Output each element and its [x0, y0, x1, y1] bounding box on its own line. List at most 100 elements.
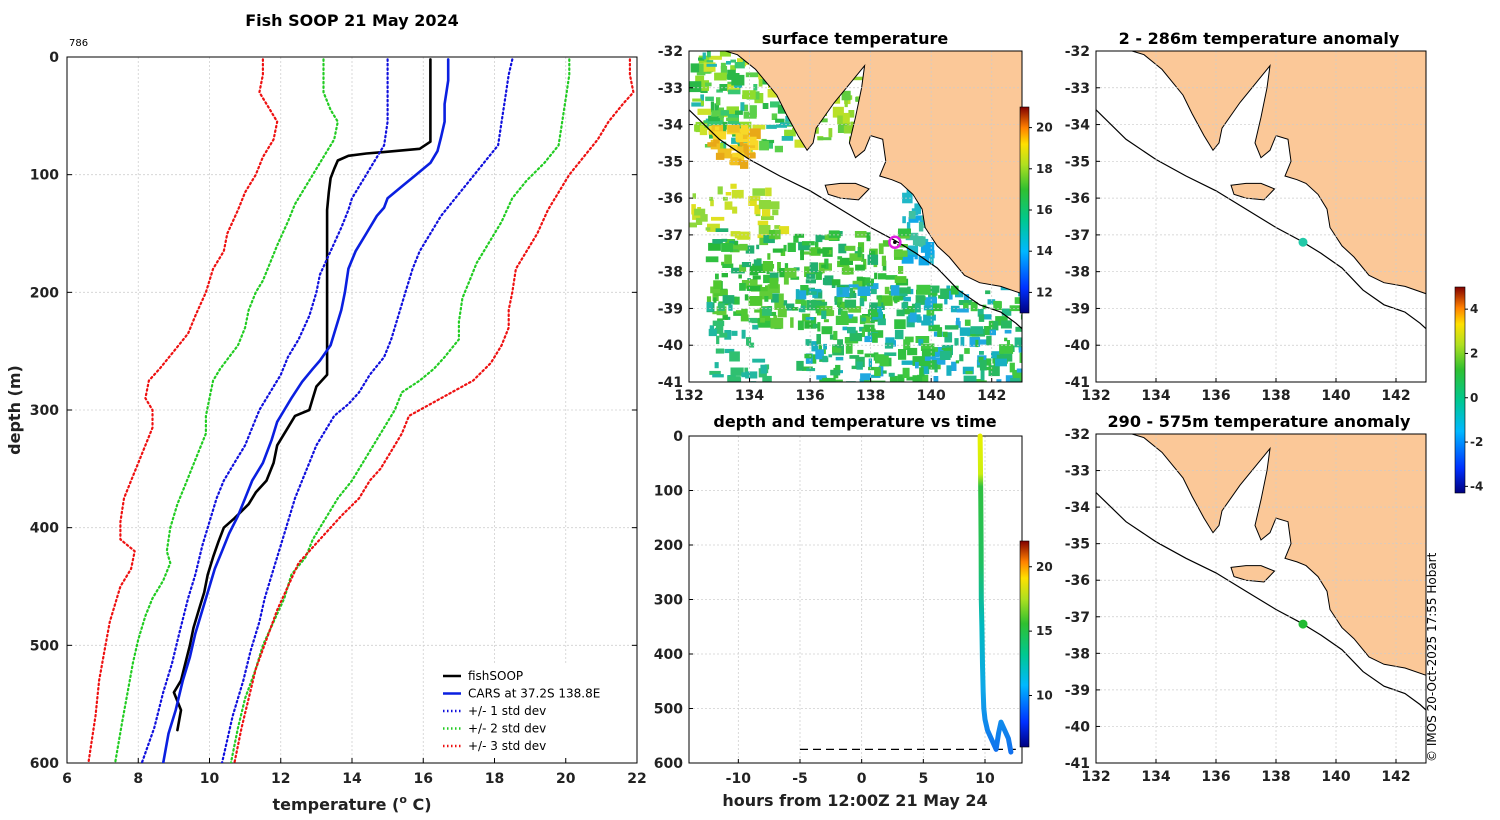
- legend-label: fishSOOP: [468, 669, 523, 683]
- anom-lower-ytick-label: -39: [1065, 683, 1090, 699]
- anom-lower-xtick-label: 142: [1381, 769, 1410, 785]
- sst-pixel: [909, 312, 917, 323]
- profile-ticks: 6 8 10 12 14 16 18 20 22 0 100 200 300 400 500 600: [30, 50, 647, 787]
- anom-lower-ytick-label: -40: [1065, 719, 1091, 735]
- sst-pixel: [980, 366, 994, 371]
- sst-pixel: [743, 144, 749, 155]
- profile-ytick-label: 100: [30, 168, 59, 184]
- sst-pixel: [727, 376, 741, 382]
- sst-pixel: [1006, 340, 1010, 350]
- sst-pixel: [726, 61, 731, 65]
- sst-pixel: [705, 227, 711, 231]
- sst-pixel: [867, 309, 879, 317]
- sst-xtick-label: 132: [674, 388, 703, 404]
- anom-lower-ytick-label: -33: [1065, 464, 1090, 480]
- anom-upper-xtick-label: 132: [1081, 388, 1110, 404]
- sst-pixel: [730, 183, 737, 189]
- sst-pixel: [742, 143, 756, 148]
- sst-pixel: [915, 215, 924, 221]
- sst-pixel: [963, 294, 970, 304]
- sst-pixel: [713, 289, 728, 296]
- sst-pixel: [996, 379, 1002, 382]
- sst-pixel: [864, 380, 872, 382]
- sst-pixel: [771, 113, 778, 120]
- sst-pixel: [717, 110, 721, 115]
- sst-pixel: [822, 355, 828, 363]
- sst-pixel: [765, 285, 769, 296]
- sst-pixel: [737, 146, 744, 151]
- sst-pixel: [705, 256, 719, 263]
- sst-pixel: [700, 89, 708, 93]
- sst-pixel: [898, 292, 906, 300]
- sst-pixel: [809, 262, 818, 273]
- sst-pixel: [765, 264, 772, 272]
- sst-pixel: [955, 290, 964, 298]
- sst-pixel: [893, 250, 908, 257]
- sst-pixel: [1000, 320, 1012, 329]
- sst-pixel: [933, 376, 939, 382]
- sst-pixel: [712, 239, 723, 244]
- sst-pixel: [915, 302, 921, 313]
- sst-pixel: [884, 286, 890, 295]
- sst-pixel: [717, 148, 732, 156]
- sst-pixel: [827, 250, 832, 255]
- sst-pixel: [705, 82, 712, 87]
- sst-pixel: [740, 314, 749, 322]
- sst-pixel: [691, 204, 696, 215]
- anom-lower-ytick-label: -38: [1065, 646, 1090, 662]
- sst-pixel: [863, 324, 875, 332]
- sst-pixel: [793, 235, 799, 243]
- sst-pixel: [920, 343, 935, 351]
- sst-pixel: [784, 267, 797, 278]
- sst-pixel: [800, 251, 811, 255]
- sst-pixel: [692, 98, 702, 102]
- sst-pixel: [700, 96, 704, 106]
- sst-pixel: [818, 137, 832, 141]
- sst-pixel: [956, 317, 960, 323]
- sst-pixel: [806, 368, 816, 372]
- sst-pixel: [728, 304, 733, 311]
- sst-pixel: [877, 318, 886, 326]
- sst-pixel: [703, 120, 718, 126]
- sst-pixel: [1009, 305, 1022, 312]
- anom-upper-xtick-label: 134: [1141, 388, 1170, 404]
- anom-lower-ytick-label: -35: [1065, 537, 1090, 553]
- sst-pixel: [754, 309, 763, 313]
- profile-ylabel: depth (m): [5, 365, 24, 455]
- sst-pixel: [926, 285, 940, 293]
- anomaly-cb-tick-label: 2: [1470, 346, 1478, 360]
- sst-pixel: [708, 328, 717, 337]
- sst-pixel: [1004, 337, 1008, 342]
- sst-pixel: [986, 335, 992, 346]
- sst-pixel: [728, 244, 742, 250]
- sst-pixel: [800, 249, 804, 261]
- sst-pixel: [864, 335, 877, 343]
- sst-pixel: [823, 319, 829, 323]
- sst-pixel: [939, 350, 951, 360]
- anomaly-lower-land: [1096, 434, 1426, 676]
- sst-pixel: [710, 199, 714, 207]
- sst-mainland: [689, 51, 1022, 295]
- sst-pixel: [816, 375, 827, 380]
- sst-ticks: 132 134 136 138 140 142 -32 -33 -34 -35 -36 -37 -38 -…: [658, 44, 1007, 404]
- anom-lower-ytick-label: -36: [1065, 573, 1090, 589]
- sst-map-panel: surface temperature 132 134 136 138 140 142 -3…: [658, 29, 1053, 404]
- sst-pixel: [715, 120, 723, 130]
- sst-pixel: [812, 323, 820, 329]
- sst-pixel: [744, 367, 749, 374]
- sst-pixel: [708, 242, 721, 251]
- sst-pixel: [915, 295, 925, 305]
- sst-pixel: [774, 145, 783, 153]
- sst-pixel: [986, 358, 992, 366]
- sst-pixel: [839, 287, 843, 295]
- sst-pixel: [901, 360, 913, 365]
- anomaly-upper-grid: [1096, 51, 1426, 382]
- sst-pixel: [694, 124, 700, 132]
- sst-pixel: [768, 311, 777, 316]
- sst-pixel: [869, 374, 881, 378]
- sst-pixel: [905, 232, 919, 241]
- sst-pixel: [793, 267, 800, 271]
- time-cb-tick-label: 15: [1036, 624, 1053, 638]
- sst-pixel: [757, 317, 772, 328]
- sst-pixel: [906, 222, 911, 230]
